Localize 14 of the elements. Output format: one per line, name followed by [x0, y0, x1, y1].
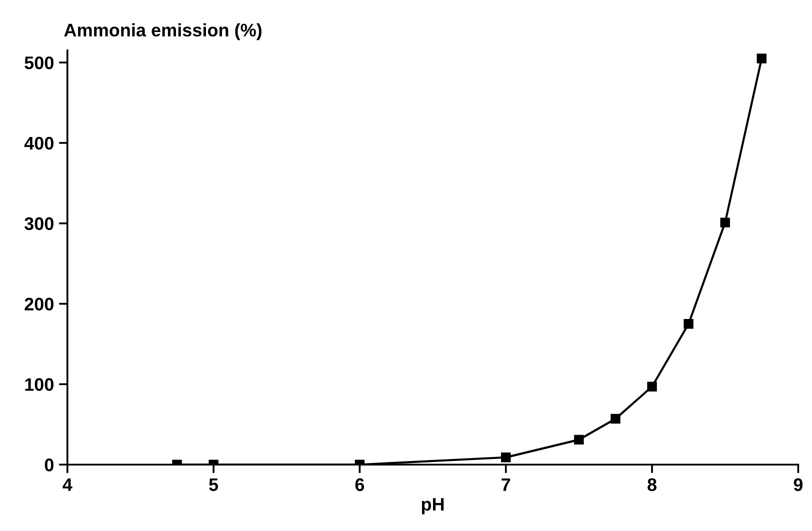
y-tick-label: 300: [24, 217, 54, 230]
y-tick-label: 100: [25, 378, 54, 391]
x-tick-label: 5: [209, 478, 218, 492]
y-tick-label: 0: [44, 458, 54, 472]
x-tick-label: 8: [648, 478, 657, 492]
y-axis-title: Ammonia emission (%): [64, 23, 262, 40]
y-tick-label: 400: [24, 136, 54, 150]
x-axis-title: pH: [422, 498, 444, 514]
x-tick-label: 4: [62, 478, 72, 491]
x-tick-label: 6: [355, 478, 364, 492]
x-tick-label: 9: [794, 478, 803, 492]
x-tick-label: 7: [502, 478, 510, 491]
y-tick-label: 200: [24, 298, 54, 310]
y-tick-label: 500: [24, 56, 54, 70]
